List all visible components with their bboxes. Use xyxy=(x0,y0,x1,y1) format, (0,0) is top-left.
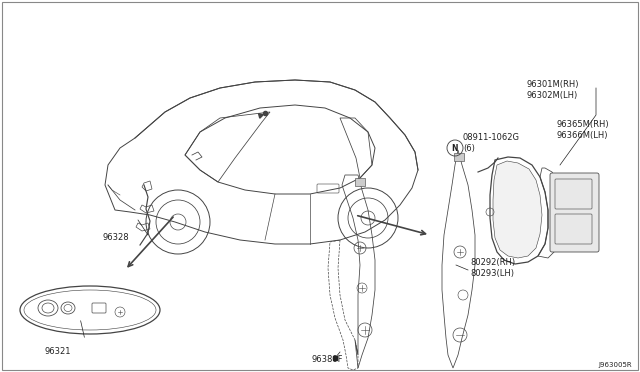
FancyBboxPatch shape xyxy=(550,173,599,252)
Text: 96365M(RH)
96366M(LH): 96365M(RH) 96366M(LH) xyxy=(557,120,610,140)
Text: 96328: 96328 xyxy=(102,232,129,241)
Text: N: N xyxy=(452,144,458,153)
Text: J963005R: J963005R xyxy=(598,362,632,368)
Text: 96380F: 96380F xyxy=(312,356,344,365)
FancyBboxPatch shape xyxy=(454,153,464,161)
Text: 96321: 96321 xyxy=(45,347,71,356)
FancyBboxPatch shape xyxy=(355,178,365,186)
Text: 80292(RH)
80293(LH): 80292(RH) 80293(LH) xyxy=(470,257,515,278)
Polygon shape xyxy=(493,161,542,258)
Text: 08911-1062G
(6): 08911-1062G (6) xyxy=(463,132,520,153)
Text: 96301M(RH)
96302M(LH): 96301M(RH) 96302M(LH) xyxy=(527,80,579,100)
